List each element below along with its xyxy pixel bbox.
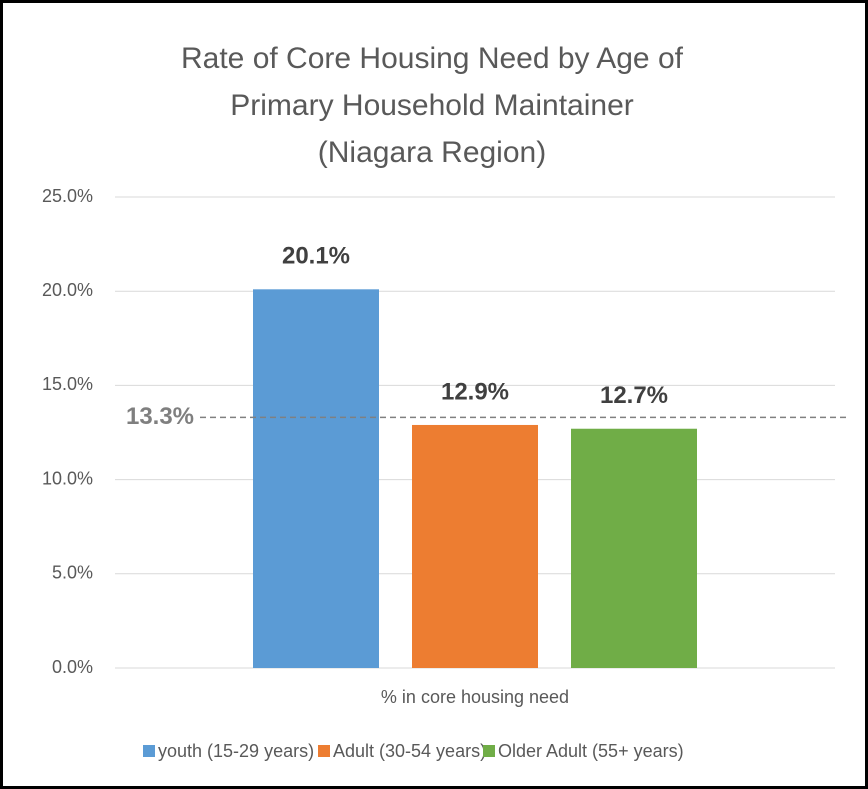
y-tick-label: 15.0% bbox=[42, 374, 93, 394]
legend-swatch bbox=[318, 745, 330, 757]
y-tick-label: 5.0% bbox=[52, 563, 93, 583]
legend-swatch bbox=[483, 745, 495, 757]
bar bbox=[412, 424, 538, 668]
y-tick-label: 10.0% bbox=[42, 468, 93, 488]
chart-title: Rate of Core Housing Need by Age of bbox=[181, 42, 684, 75]
chart-title: (Niagara Region) bbox=[318, 136, 546, 169]
data-label: 12.7% bbox=[600, 382, 668, 409]
y-tick-label: 20.0% bbox=[42, 280, 93, 300]
legend-swatch bbox=[143, 745, 155, 757]
chart-title: Primary Household Maintainer bbox=[230, 89, 634, 122]
data-label: 20.1% bbox=[282, 243, 350, 270]
y-tick-label: 25.0% bbox=[42, 186, 93, 206]
y-tick-label: 0.0% bbox=[52, 657, 93, 677]
reference-label: 13.3% bbox=[126, 403, 194, 430]
legend-label: youth (15-29 years) bbox=[158, 741, 314, 761]
data-label: 12.9% bbox=[441, 378, 509, 405]
bar bbox=[253, 289, 379, 668]
bar bbox=[571, 428, 697, 668]
legend-label: Adult (30-54 years) bbox=[333, 741, 486, 761]
x-tick-label: % in core housing need bbox=[381, 687, 569, 707]
legend-label: Older Adult (55+ years) bbox=[498, 741, 684, 761]
